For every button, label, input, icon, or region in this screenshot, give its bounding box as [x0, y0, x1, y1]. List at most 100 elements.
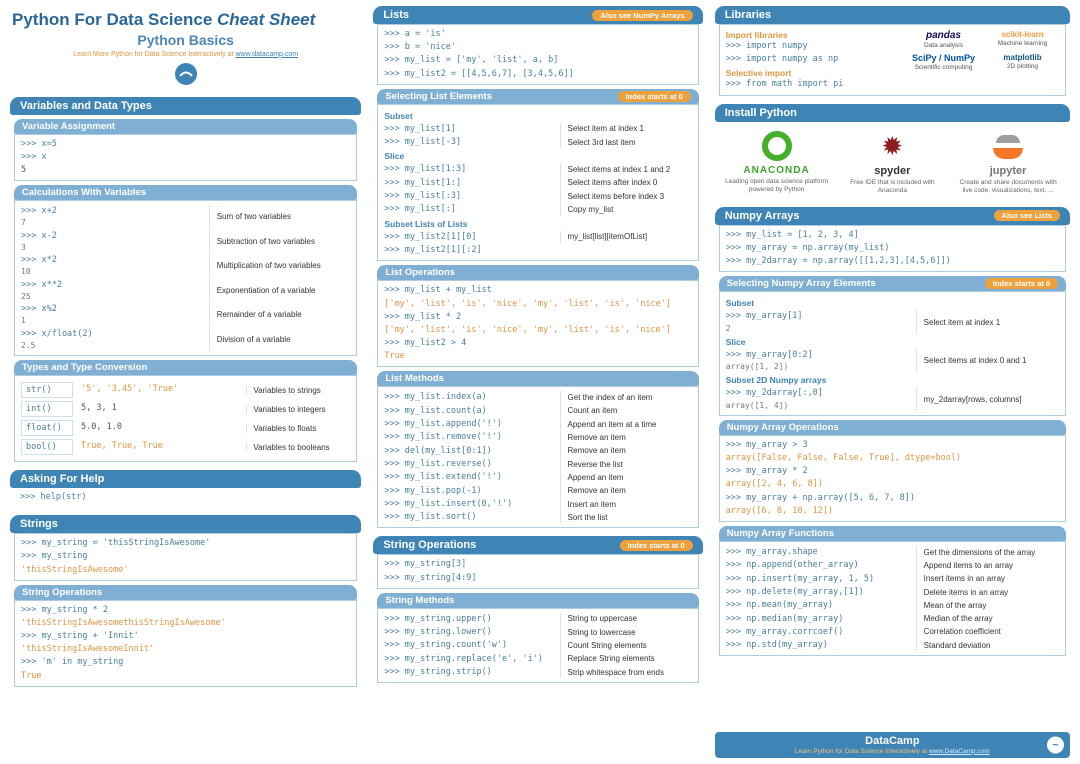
library-caption: Data analysis	[923, 42, 964, 49]
table-row: >>> x**2 25 Exponentiation of a variable	[21, 278, 351, 303]
description: Multiplication of two variables	[208, 254, 351, 278]
section-help: Asking For Help >>> help(str)	[10, 470, 362, 507]
install-options: ANACONDA Leading open data science platf…	[715, 122, 1070, 199]
description: Select items at index 1 and 2	[559, 163, 692, 176]
code-line: array([6, 8, 10, 12])	[725, 505, 834, 516]
group-label: Subset	[725, 298, 755, 309]
title-text: Python For Data Science	[12, 10, 213, 29]
brand-caption: Free IDE that is included with Anaconda	[850, 178, 935, 194]
brand-logo-icon	[761, 130, 792, 161]
brand-name: spyder	[874, 164, 911, 177]
table-row: >>> my_list.sort() Sort the list	[384, 511, 691, 524]
code-block-strings: >>> my_string = 'thisStringIsAwesome' >>>…	[14, 533, 358, 581]
description: Select items after index 0	[559, 176, 692, 190]
section-header-libraries: Libraries	[714, 6, 1070, 24]
code-output: array([1, 4])	[725, 400, 789, 410]
code-output: 2.5	[21, 340, 36, 350]
description: Variables to integers	[246, 404, 350, 414]
table-list-methods: >>> my_list.index(a) Get the index of an…	[377, 386, 699, 529]
table-row: >>> np.delete(my_array,[1]) Delete items…	[726, 585, 1059, 599]
code: >>> x-2	[21, 230, 57, 241]
selection-group: Slice >>> my_array[0:2] array([1, 2]) Se…	[726, 337, 1059, 373]
subsection-list-operations: List Operations	[377, 265, 699, 281]
table-row: >>> my_list[:3] Select items before inde…	[384, 190, 692, 203]
code-output: 10	[21, 267, 31, 277]
subsection-variable-assignment: Variable Assignment	[14, 118, 358, 134]
code-line: >>> my_list * 2	[384, 311, 462, 322]
code-line: >>> x=5	[21, 138, 57, 149]
subsection-numpy-functions: Numpy Array Functions	[718, 525, 1066, 541]
code: >>> my_list.extend('!')	[384, 472, 503, 483]
table-row: >>> my_array[0:2] array([1, 2]) Select i…	[726, 348, 1059, 373]
table-row: >>> my_array[1] 2 Select item at index 1	[726, 310, 1059, 334]
code-block-help: >>> help(str)	[14, 488, 357, 507]
description: Select item at index 1	[915, 310, 1059, 334]
code-line: True	[21, 670, 42, 681]
library-caption: 2D plotting	[1006, 63, 1039, 70]
description: Get the index of an item	[559, 391, 692, 404]
description: Standard deviation	[915, 639, 1059, 652]
selection-group: Subset >>> my_list[1] Select item at ind…	[384, 111, 691, 149]
description: String to uppercase	[559, 612, 692, 626]
example-values: 5, 3, 1	[81, 403, 117, 414]
code: >>> my_list.reverse()	[384, 458, 492, 469]
description: Select item at index 1	[559, 122, 692, 136]
code: >>> my_string.lower()	[384, 627, 492, 638]
code: >>> my_list.append('!')	[384, 418, 503, 429]
code-line: >>> my_array + np.array([5, 6, 7, 8])	[725, 492, 916, 503]
selection-group: Subset Lists of Lists >>> my_list2[1][0]…	[384, 219, 691, 257]
table-row: >>> np.median(my_array) Median of the ar…	[725, 612, 1059, 625]
table-row: >>> my_string.upper() String to uppercas…	[384, 612, 692, 626]
section-strings: Strings >>> my_string = 'thisStringIsAwe…	[10, 515, 362, 687]
code: >>> my_list.count(a)	[384, 405, 487, 416]
table-row: >>> np.insert(my_array, 1, 5) Insert ite…	[725, 572, 1059, 585]
code: >>> x*2	[21, 255, 57, 266]
brand-logo-icon	[991, 131, 1025, 161]
code-block-string-operations: >>> my_string * 2 'thisStringIsAwesomethi…	[14, 599, 358, 687]
tagline-text: Learn More Python for Data Science Inter…	[73, 50, 234, 58]
table-selecting-numpy: Subset >>> my_array[1] 2 Select item at …	[718, 291, 1066, 416]
section-header-variables: Variables and Data Types	[10, 96, 362, 115]
code-line: >>> my_list2 > 4	[384, 338, 467, 349]
code-line: >>> a = 'is'	[384, 29, 446, 39]
code: >>> my_list.insert(0,'!')	[384, 498, 513, 509]
section-header-string-operations: String Operations Index starts at 0	[373, 536, 703, 555]
code: >>> my_list.index(a)	[384, 392, 487, 403]
table-row: >>> my_list.extend('!') Append an item	[384, 471, 691, 484]
library-caption: Machine learning	[997, 40, 1048, 47]
example-values: True, True, True	[81, 441, 163, 452]
library-logo: scikit-learn Machine learning	[986, 30, 1059, 49]
table-row: >>> my_string.replace('e', 'i') Replace …	[384, 652, 691, 666]
table-row: >>> x-2 3 Subtraction of two variables	[21, 229, 350, 254]
footer-datacamp-link[interactable]: www.DataCamp.com	[929, 747, 990, 755]
description: Remove an item	[559, 484, 692, 497]
description: Copy my_list	[559, 203, 692, 216]
code: >>> x+2	[21, 206, 57, 217]
code-line: 'thisStringIsAwesomeInnit'	[21, 644, 155, 655]
code-block-string-ops: >>> my_string[3] >>> my_string[4:9]	[377, 554, 699, 589]
table-row: >>> np.mean(my_array) Mean of the array	[725, 599, 1059, 612]
table-row: >>> my_2darray[:,0] array([1, 4]) my_2da…	[726, 387, 1059, 411]
description: Variables to strings	[246, 385, 350, 395]
code: >>> my_list[1:]	[384, 177, 462, 188]
description: Sum of two variables	[208, 205, 351, 229]
group-label: Subset Lists of Lists	[384, 218, 468, 229]
section-header-lists: Lists Also see NumPy Arrays	[373, 6, 703, 24]
code-line: >>> b = 'nice'	[384, 42, 456, 53]
description: Select items before index 3	[559, 190, 692, 203]
datacamp-link[interactable]: www.datacamp.com	[235, 50, 299, 58]
code-line: 'thisStringIsAwesome'	[21, 564, 129, 575]
brand-name: jupyter	[989, 164, 1027, 177]
description: Exponentiation of a variable	[208, 278, 351, 303]
code: >>> my_2darray[:,0]	[725, 388, 823, 399]
code: >>> my_list2[1][0]	[384, 231, 477, 242]
code: >>> np.mean(my_array)	[725, 600, 834, 611]
code-line: >>> my_list = [1, 2, 3, 4]	[725, 229, 859, 240]
description: Append items to an array	[915, 559, 1059, 572]
description: Remainder of a variable	[208, 303, 351, 327]
table-row: >>> my_list.insert(0,'!') Insert an item	[384, 497, 691, 511]
code-line: ['my', 'list', 'is', 'nice', 'my', 'list…	[384, 324, 671, 335]
code: >>> np.median(my_array)	[725, 613, 844, 624]
table-row: str() '5', '3.45', 'True' Variables to s…	[21, 382, 350, 399]
code: >>> np.insert(my_array, 1, 5)	[725, 573, 875, 584]
